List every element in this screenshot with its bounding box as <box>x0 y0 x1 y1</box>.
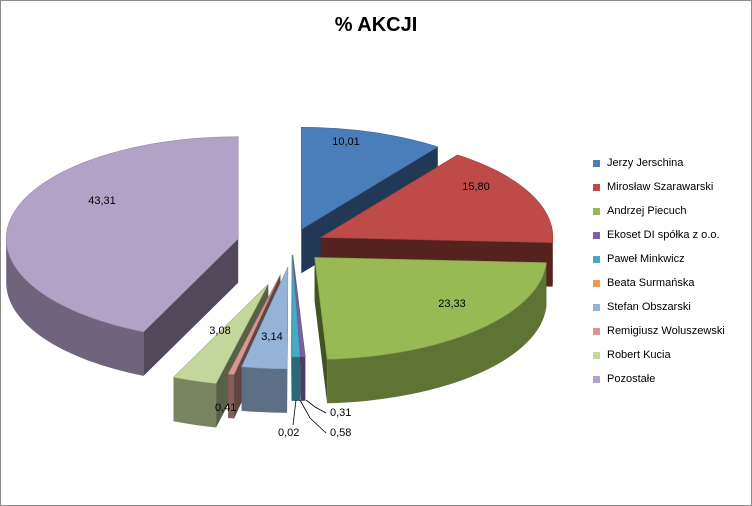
pie-slice <box>314 257 547 404</box>
pie-slice-outer-wall <box>173 377 217 428</box>
leader-line <box>305 399 327 414</box>
data-label: 15,80 <box>462 181 490 193</box>
legend-swatch <box>593 352 600 359</box>
data-label: 0,02 <box>278 427 299 439</box>
data-label: 10,01 <box>332 136 360 148</box>
chart-legend: Jerzy Jerschina Mirosław Szarawarski Andrz… <box>593 154 751 394</box>
legend-swatch <box>593 160 600 167</box>
pie-slice-top <box>314 257 547 360</box>
legend-swatch <box>593 184 600 191</box>
pie-slice-top <box>5 136 239 333</box>
legend-item: Andrzej Piecuch <box>593 202 751 226</box>
data-label: 43,31 <box>88 195 116 207</box>
legend-item: Mirosław Szarawarski <box>593 178 751 202</box>
legend-item: Beata Surmańska <box>593 274 751 298</box>
legend-swatch <box>593 208 600 215</box>
legend-swatch <box>593 232 600 239</box>
legend-swatch <box>593 304 600 311</box>
pie-slice <box>241 266 289 413</box>
legend-label: Ekoset DI spółka z o.o. <box>607 229 720 241</box>
pie-slice-outer-wall <box>228 373 235 419</box>
data-label: 3,08 <box>209 325 230 337</box>
pie-slice-top <box>292 254 306 358</box>
pie-slice <box>291 254 301 401</box>
pie-slice-top <box>319 154 554 243</box>
leader-line <box>299 399 327 434</box>
legend-label: Beata Surmańska <box>607 277 695 289</box>
data-label: 23,33 <box>438 298 466 310</box>
legend-item: Stefan Obszarski <box>593 298 751 322</box>
legend-label: Paweł Minkwicz <box>607 253 685 265</box>
pie-slice-side-wall <box>314 257 328 404</box>
chart-title: % AKCJI <box>334 14 418 36</box>
pie-slice-top <box>172 283 269 384</box>
pie-slice-outer-wall <box>291 356 301 401</box>
legend-item: Jerzy Jerschina <box>593 154 751 178</box>
legend-label: Mirosław Szarawarski <box>607 181 714 193</box>
pie-slice <box>290 254 293 401</box>
legend-swatch <box>593 328 600 335</box>
pie-slice-outer-wall <box>327 262 547 404</box>
legend-item: Pozostałe <box>593 370 751 394</box>
data-label: 0,31 <box>330 407 351 419</box>
pie-slice-top <box>291 254 301 358</box>
legend-item: Robert Kucia <box>593 346 751 370</box>
legend-swatch <box>593 280 600 287</box>
legend-swatch <box>593 256 600 263</box>
data-label: 3,14 <box>261 331 282 343</box>
pie-slice <box>5 136 239 376</box>
pie-slice-top <box>241 266 289 370</box>
legend-label: Robert Kucia <box>607 349 671 361</box>
legend-label: Jerzy Jerschina <box>607 157 684 169</box>
data-label: 0,41 <box>215 402 236 414</box>
pie-slice-top <box>290 254 293 358</box>
pie-slice-top <box>227 274 281 375</box>
legend-label: Remigiusz Woluszewski <box>607 325 725 337</box>
legend-label: Stefan Obszarski <box>607 301 691 313</box>
pie-slice-top <box>300 127 439 230</box>
legend-label: Andrzej Piecuch <box>607 205 687 217</box>
pie-slice-outer-wall <box>300 356 306 401</box>
leader-line <box>292 399 297 426</box>
legend-swatch <box>593 376 600 383</box>
data-label: 0,58 <box>330 427 351 439</box>
pie-slice-outer-wall <box>241 366 288 413</box>
legend-item: Remigiusz Woluszewski <box>593 322 751 346</box>
legend-label: Pozostałe <box>607 373 656 385</box>
pie-slice-side-wall <box>143 238 239 376</box>
legend-item: Paweł Minkwicz <box>593 250 751 274</box>
pie-slice-outer-wall <box>6 238 144 376</box>
legend-item: Ekoset DI spółka z o.o. <box>593 226 751 250</box>
